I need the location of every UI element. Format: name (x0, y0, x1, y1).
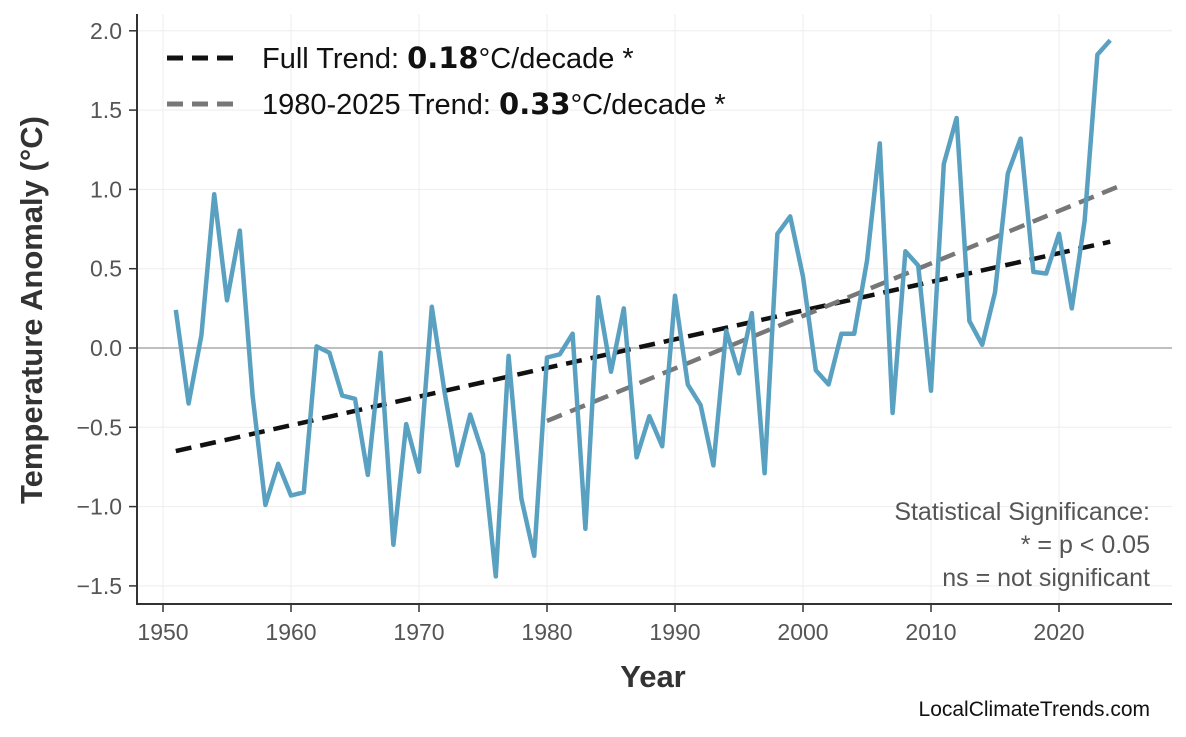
y-ticks: 2.0 1.5 1.0 0.5 0.0 −0.5 −1.0 −1.5 (77, 18, 137, 599)
y-tick-label: 2.0 (90, 18, 122, 44)
x-tick-label: 1990 (649, 619, 700, 645)
x-tick-label: 2010 (905, 619, 956, 645)
y-tick-label: −0.5 (77, 414, 122, 440)
y-tick-label: −1.5 (77, 573, 122, 599)
credit-text: LocalClimateTrends.com (919, 698, 1150, 721)
x-ticks: 1950 1960 1970 1980 1990 2000 2010 2020 (137, 604, 1085, 645)
legend: Full Trend: 0.18°C/decade * 1980-2025 Tr… (167, 41, 726, 121)
y-tick-label: 0.5 (90, 256, 122, 282)
note-line: * = p < 0.05 (1021, 531, 1150, 559)
legend-entry-full-trend: Full Trend: 0.18°C/decade * (262, 41, 634, 75)
series-line (173, 38, 1112, 579)
significance-note: Statistical Significance: * = p < 0.05 n… (894, 498, 1150, 592)
full-trend-line (175, 239, 1111, 454)
x-tick-label: 2000 (777, 619, 828, 645)
x-tick-label: 1970 (393, 619, 444, 645)
y-tick-label: 1.0 (90, 176, 122, 202)
x-axis-label: Year (620, 659, 686, 694)
note-line: ns = not significant (942, 564, 1150, 592)
x-tick-label: 1950 (137, 619, 188, 645)
y-axis-label: Temperature Anomaly (°C) (14, 116, 49, 504)
x-tick-label: 2020 (1033, 619, 1084, 645)
x-tick-label: 1960 (265, 619, 316, 645)
y-tick-label: −1.0 (77, 494, 122, 520)
trend-lines (175, 182, 1124, 454)
y-tick-label: 0.0 (90, 335, 122, 361)
recent-trend-line (546, 182, 1124, 424)
legend-entry-recent-trend: 1980-2025 Trend: 0.33°C/decade * (262, 87, 726, 121)
y-tick-label: 1.5 (90, 97, 122, 123)
x-tick-label: 1980 (521, 619, 572, 645)
note-line: Statistical Significance: (894, 498, 1150, 526)
